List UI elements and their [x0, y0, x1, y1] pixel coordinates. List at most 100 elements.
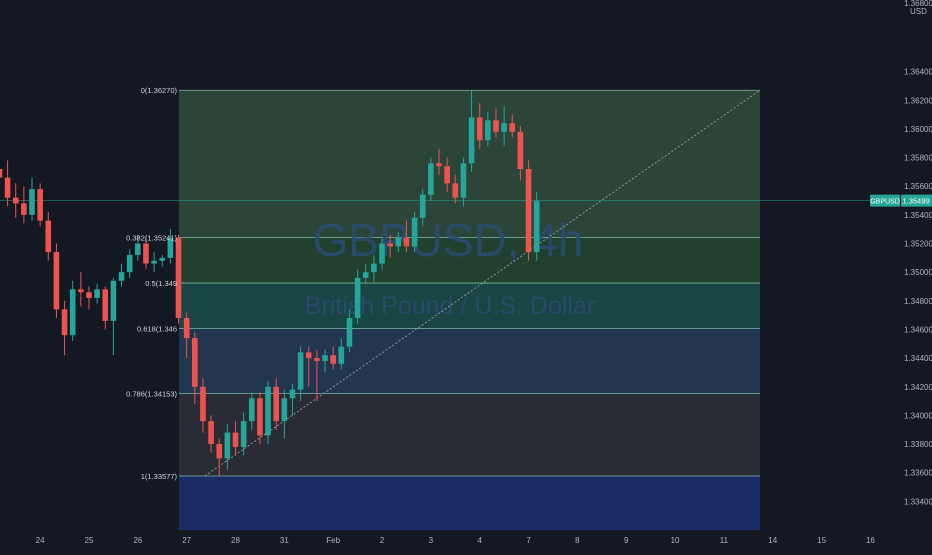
candle-down: [208, 421, 214, 445]
candle-down: [216, 444, 223, 459]
candle-down: [45, 220, 52, 253]
candle-down: [257, 398, 263, 436]
time-tick-label: 27: [182, 536, 191, 545]
candle-down: [4, 177, 11, 198]
price-tick-label: 1.34200: [904, 383, 932, 392]
time-tick-label: Feb: [326, 536, 340, 545]
candle-down: [305, 352, 312, 359]
candle-up: [346, 318, 353, 347]
time-tick-label: 2: [380, 536, 385, 545]
candle-up: [362, 272, 369, 278]
candle-down: [200, 386, 206, 422]
candle-down: [509, 123, 516, 132]
time-tick-label: 31: [280, 536, 289, 545]
candle-down: [436, 163, 442, 167]
candle-down: [444, 166, 450, 184]
price-axis-background: [872, 0, 932, 550]
fib-label-0.786: 0.786(1.34153): [126, 389, 177, 398]
candle-up: [322, 355, 328, 361]
time-tick-label: 8: [575, 536, 580, 545]
candle-up: [159, 257, 166, 261]
fib-zone-1: [179, 475, 760, 530]
fib-zone-0.5: [179, 283, 760, 329]
fib-zone-0.618: [179, 328, 760, 394]
candle-up: [135, 243, 141, 255]
price-tick-label: 1.34000: [904, 411, 932, 420]
candle-up: [501, 123, 507, 132]
time-axis-background: [0, 530, 932, 550]
fib-trend-line[interactable]: [204, 89, 761, 477]
candle-down: [476, 117, 483, 141]
candle-down: [452, 183, 459, 198]
candle-up: [354, 277, 361, 318]
candle-down: [525, 169, 532, 253]
candle-down: [517, 131, 524, 170]
candle-up: [151, 260, 157, 264]
time-tick-label: 24: [36, 536, 45, 545]
candle-up: [94, 289, 100, 298]
candle-up: [395, 237, 402, 247]
time-tick-label: 7: [526, 536, 531, 545]
candle-down: [192, 338, 198, 387]
fib-zone-0: [179, 90, 760, 238]
candle-down: [102, 289, 109, 321]
candle-up: [110, 280, 117, 321]
fib-label-0.5: 0.5(1.349: [145, 279, 177, 288]
time-axis[interactable]: 24 25 26 27 28 31 Feb 2 3 4 7 8 9 10 11 14 15 16: [0, 530, 932, 550]
current-price-badge: [901, 194, 932, 207]
time-tick-label: 4: [477, 536, 482, 545]
price-tick-label: 1.33400: [904, 497, 932, 506]
candle-up: [118, 272, 125, 281]
candle-down: [232, 432, 239, 447]
candle-down: [0, 169, 3, 178]
candle-up: [338, 346, 345, 364]
symbol-badge: [870, 194, 900, 207]
candle-up: [485, 120, 491, 141]
time-tick-label: 9: [624, 536, 629, 545]
candle-up: [240, 421, 247, 447]
candle-up: [224, 432, 231, 459]
candle-down: [330, 355, 336, 364]
candle-up: [533, 200, 540, 253]
candle-down: [21, 203, 27, 215]
time-tick-label: 16: [866, 536, 875, 545]
candle-up: [428, 163, 434, 195]
candle-up: [281, 398, 288, 422]
price-tick-label: 1.34600: [904, 325, 932, 334]
currency-label: USD: [910, 7, 927, 16]
fib-label-0: 0(1.36270): [141, 86, 178, 95]
price-tick-label: 1.36000: [904, 125, 932, 134]
time-tick-label: 11: [720, 536, 729, 545]
candle-up: [411, 217, 418, 247]
candle-up: [167, 237, 174, 258]
candle-up: [126, 254, 133, 273]
candle-up: [265, 386, 271, 436]
candle-up: [29, 189, 35, 215]
current-price-badge-text: 1.35499: [902, 197, 929, 206]
price-tick-label: 1.36200: [904, 96, 932, 105]
candle-down: [143, 243, 149, 264]
fibonacci-retracement[interactable]: [179, 89, 760, 530]
description-watermark: British Pound / U.S. Dollar: [305, 292, 595, 320]
candle-down: [403, 237, 410, 247]
candle-down: [387, 243, 393, 247]
fib-zone-0.382: [179, 237, 760, 284]
candle-down: [273, 386, 279, 422]
price-tick-label: 1.35000: [904, 268, 932, 277]
symbol-watermark: GBPUSD, 4h: [313, 214, 584, 266]
candle-down: [175, 237, 182, 318]
price-tick-label: 1.35200: [904, 240, 932, 249]
time-tick-label: 10: [671, 536, 680, 545]
price-tick-label: 1.35600: [904, 182, 932, 191]
candles: [0, 90, 540, 476]
price-tick-label: 1.35400: [904, 211, 932, 220]
price-tick-label: 1.33600: [904, 469, 932, 478]
candle-down: [86, 292, 92, 298]
candle-down: [61, 309, 68, 336]
price-tick-label: 1.34400: [904, 354, 932, 363]
fib-label-0.382: 0.382(1.35241): [126, 234, 177, 243]
price-tick-label: 1.34800: [904, 297, 932, 306]
